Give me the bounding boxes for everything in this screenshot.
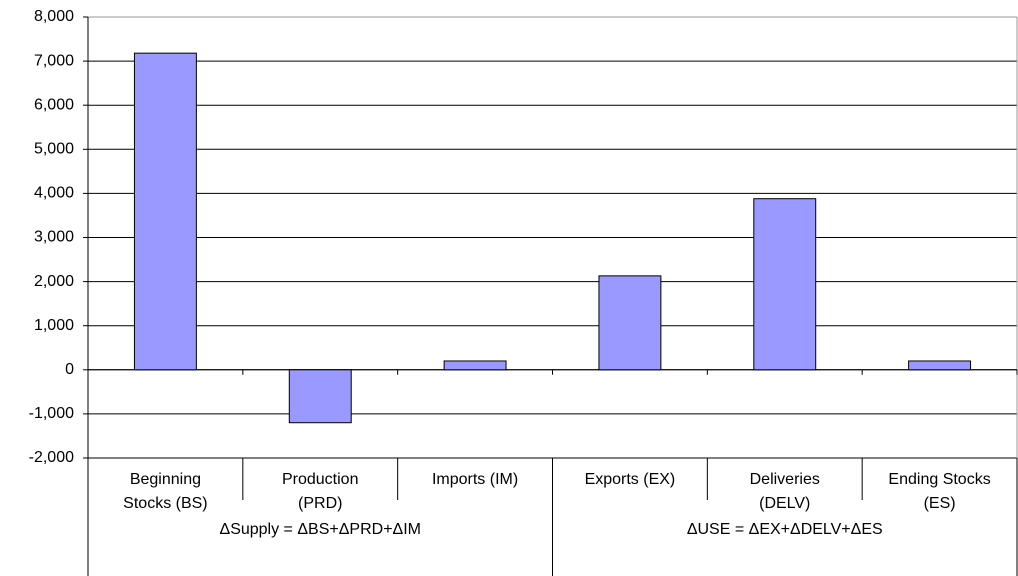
x-tick-label: Production (PRD): [281, 471, 359, 512]
group-label: ΔSupply = ΔBS+ΔPRD+ΔIM: [219, 521, 422, 538]
y-tick-label: 6,000: [34, 96, 74, 113]
y-tick-label: 1,000: [34, 317, 74, 334]
x-tick-label: Beginning Stocks (BS): [123, 471, 208, 512]
bar: [753, 198, 817, 371]
y-tick-label: 4,000: [34, 185, 74, 202]
y-tick-label: 2,000: [34, 273, 74, 290]
bar: [443, 360, 507, 371]
x-tick-label: Ending Stocks (ES): [888, 471, 991, 512]
bar: [908, 360, 972, 371]
y-tick-label: -2,000: [29, 449, 74, 466]
y-tick-label: 5,000: [34, 141, 74, 158]
bar: [598, 275, 662, 371]
group-label: ΔUSE = ΔEX+ΔDELV+ΔES: [686, 521, 883, 538]
y-tick-label: 8,000: [34, 8, 74, 25]
bar: [133, 52, 197, 371]
y-tick-label: 3,000: [34, 229, 74, 246]
x-tick-label: Exports (EX): [584, 471, 676, 488]
y-tick-label: -1,000: [29, 405, 74, 422]
x-tick-label: Deliveries (DELV): [749, 471, 820, 512]
y-tick-label: 7,000: [34, 52, 74, 69]
y-tick-label: 0: [65, 361, 74, 378]
bar: [288, 369, 352, 424]
x-tick-label: Imports (IM): [431, 471, 519, 488]
